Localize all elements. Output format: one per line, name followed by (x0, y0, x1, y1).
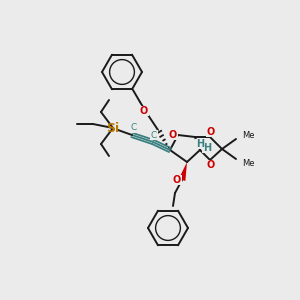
Text: Si: Si (106, 122, 120, 134)
Polygon shape (178, 162, 187, 181)
Text: O: O (207, 127, 215, 137)
Text: Me: Me (242, 130, 254, 140)
Text: O: O (207, 160, 215, 170)
Text: O: O (140, 106, 148, 116)
Text: C: C (131, 124, 137, 133)
Text: Me: Me (242, 158, 254, 167)
Text: C: C (151, 130, 157, 140)
Text: H: H (196, 139, 204, 149)
Text: O: O (169, 130, 177, 140)
Text: O: O (173, 175, 181, 185)
Text: H: H (203, 143, 211, 153)
